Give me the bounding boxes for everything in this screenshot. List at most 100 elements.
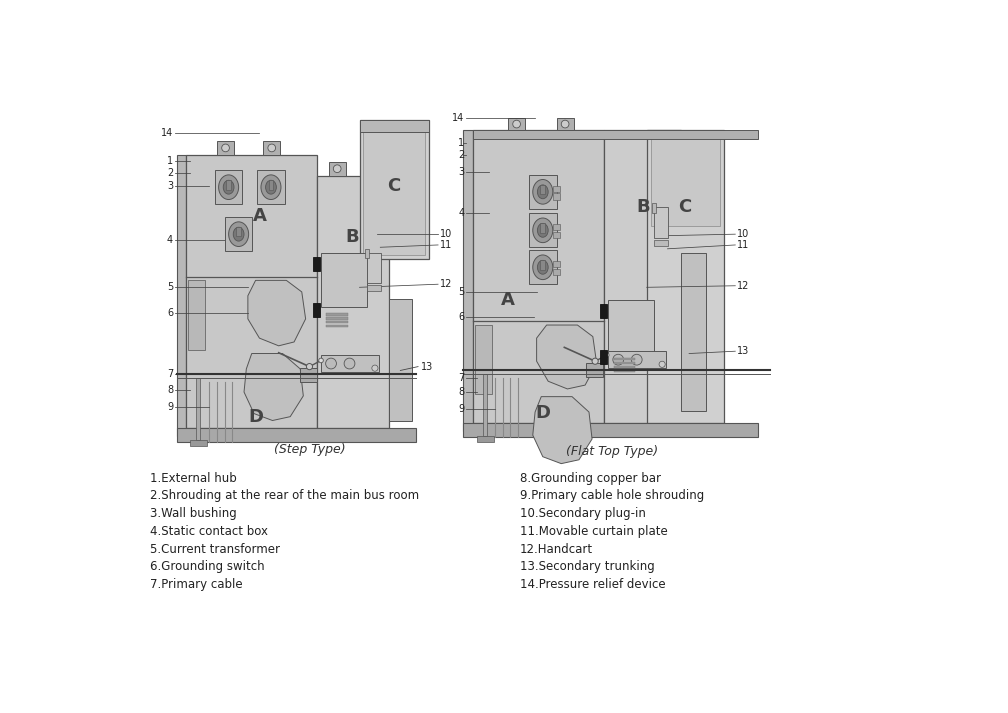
Text: 2: 2 — [167, 168, 173, 178]
Bar — [215, 170, 243, 204]
Text: 14: 14 — [452, 113, 465, 123]
Text: C: C — [678, 198, 691, 216]
Circle shape — [605, 353, 609, 357]
Text: 1.External hub: 1.External hub — [150, 472, 237, 485]
Bar — [227, 180, 231, 190]
Bar — [647, 130, 724, 423]
Bar — [552, 261, 560, 267]
Bar — [600, 351, 608, 364]
Bar — [529, 175, 556, 209]
Ellipse shape — [537, 260, 548, 275]
Circle shape — [659, 361, 665, 367]
Bar — [508, 118, 525, 130]
Ellipse shape — [533, 255, 552, 279]
Bar — [463, 423, 758, 436]
Text: 11.Movable curtain plate: 11.Movable curtain plate — [520, 525, 667, 538]
Bar — [586, 363, 603, 376]
Bar — [529, 213, 556, 247]
Polygon shape — [536, 325, 597, 389]
Text: 11: 11 — [439, 240, 452, 250]
Circle shape — [513, 120, 520, 128]
Ellipse shape — [537, 223, 548, 237]
Bar — [608, 299, 654, 352]
Text: D: D — [248, 408, 263, 426]
Text: 4: 4 — [167, 235, 173, 245]
Circle shape — [306, 364, 312, 369]
Bar — [312, 257, 321, 271]
Bar — [650, 134, 720, 227]
Bar — [312, 304, 321, 317]
Bar — [187, 280, 205, 349]
Bar — [614, 358, 635, 361]
Text: 9: 9 — [167, 402, 173, 412]
Bar — [552, 269, 560, 275]
Circle shape — [319, 358, 324, 363]
Text: 1: 1 — [167, 156, 173, 166]
Text: 7: 7 — [458, 373, 465, 383]
Text: 13.Secondary trunking: 13.Secondary trunking — [520, 560, 654, 573]
Bar — [389, 299, 412, 421]
Bar — [529, 250, 556, 284]
Text: B: B — [346, 228, 360, 246]
Circle shape — [631, 354, 642, 365]
Bar — [329, 162, 346, 175]
Bar — [263, 141, 280, 155]
Ellipse shape — [265, 180, 276, 194]
Bar — [177, 429, 415, 442]
Text: 8: 8 — [167, 385, 173, 395]
Text: A: A — [501, 291, 515, 309]
Bar — [552, 193, 560, 200]
Text: 7.Primary cable: 7.Primary cable — [150, 578, 243, 591]
Bar — [608, 352, 666, 368]
Bar — [321, 253, 367, 307]
Text: 5: 5 — [458, 287, 465, 297]
Text: D: D — [535, 404, 550, 422]
Bar — [217, 141, 234, 155]
Bar — [463, 130, 474, 431]
Ellipse shape — [223, 180, 234, 194]
Text: 12: 12 — [439, 279, 452, 289]
Bar — [552, 185, 560, 192]
Bar — [483, 374, 487, 436]
Bar — [327, 317, 348, 319]
Text: 3: 3 — [458, 167, 465, 177]
Polygon shape — [248, 280, 305, 346]
Circle shape — [372, 365, 378, 371]
Text: 10: 10 — [439, 229, 452, 239]
Bar — [367, 252, 381, 284]
Text: B: B — [636, 198, 650, 216]
Text: 12: 12 — [737, 281, 749, 291]
Bar — [300, 368, 318, 382]
Circle shape — [592, 358, 598, 364]
Text: 14: 14 — [161, 128, 173, 138]
Text: 9.Primary cable hole shrouding: 9.Primary cable hole shrouding — [520, 489, 704, 503]
Bar — [540, 260, 545, 270]
Text: A: A — [252, 207, 266, 225]
Bar — [269, 180, 273, 190]
Text: 10.Secondary plug-in: 10.Secondary plug-in — [520, 507, 645, 520]
Polygon shape — [244, 354, 303, 421]
Text: (Flat Top Type): (Flat Top Type) — [566, 445, 658, 458]
Text: 5: 5 — [167, 282, 173, 292]
Bar — [474, 130, 758, 140]
Ellipse shape — [229, 222, 249, 247]
Text: 9: 9 — [458, 404, 465, 414]
Text: 14.Pressure relief device: 14.Pressure relief device — [520, 578, 665, 591]
Text: 13: 13 — [421, 361, 433, 371]
Text: 2: 2 — [458, 150, 465, 160]
Bar — [474, 130, 605, 423]
Bar — [614, 369, 635, 372]
Circle shape — [222, 144, 230, 152]
Bar — [556, 118, 574, 130]
Bar — [600, 304, 608, 318]
Bar — [475, 325, 492, 394]
Bar — [360, 120, 428, 132]
Text: 4.Static contact box: 4.Static contact box — [150, 525, 268, 538]
Bar — [365, 249, 369, 258]
Bar — [605, 130, 681, 423]
Circle shape — [613, 354, 624, 365]
Bar — [552, 232, 560, 238]
Bar — [191, 440, 207, 446]
Text: 8: 8 — [458, 387, 465, 397]
Bar — [360, 120, 428, 259]
